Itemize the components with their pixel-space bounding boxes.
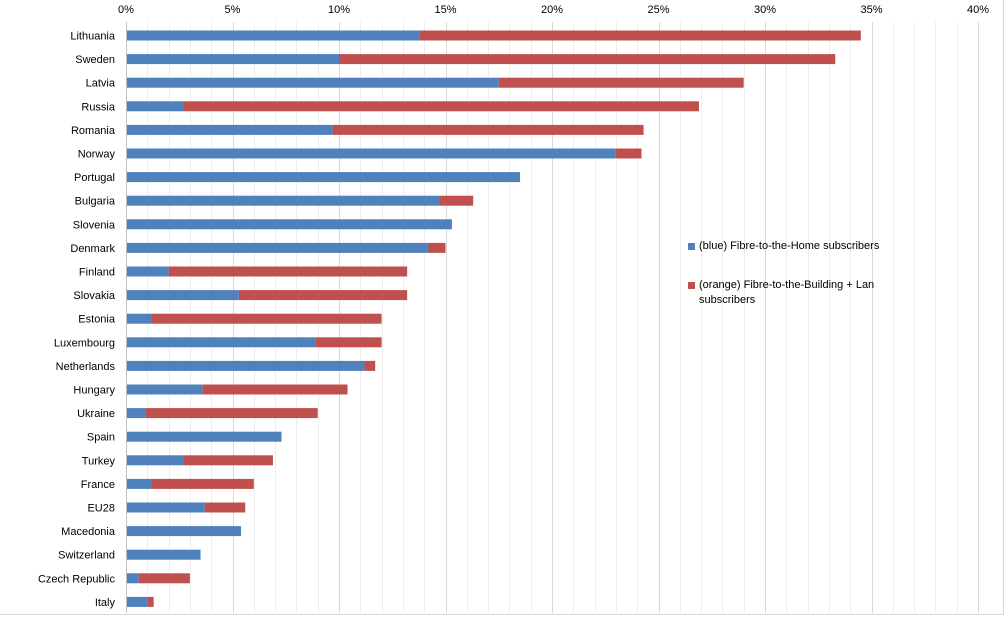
- bar-segment-fttb-ukraine: [145, 408, 318, 419]
- bar-segment-ftth-eu28: [126, 502, 205, 513]
- bar-segment-ftth-denmark: [126, 242, 429, 253]
- bar-segment-fttb-czech-republic: [138, 573, 190, 584]
- category-label: Bulgaria: [75, 196, 116, 208]
- legend-swatch-orange: [688, 282, 695, 289]
- category-label: Estonia: [78, 314, 116, 326]
- x-tick-label: 0%: [118, 4, 134, 16]
- bar-segment-ftth-sweden: [126, 54, 339, 65]
- category-label: Ukraine: [77, 408, 115, 420]
- bar-segment-ftth-portugal: [126, 172, 521, 183]
- category-label: Macedonia: [61, 526, 116, 538]
- category-label: Finland: [79, 267, 115, 279]
- bar-segment-ftth-macedonia: [126, 526, 242, 537]
- bar-segment-fttb-russia: [183, 101, 699, 112]
- legend-label-fibre-to-the-home: (blue) Fibre-to-the-Home subscribers: [699, 240, 880, 252]
- x-tick-label: 15%: [434, 4, 456, 16]
- bar-segment-ftth-slovakia: [126, 290, 239, 301]
- bar-segment-ftth-ukraine: [126, 408, 146, 419]
- bar-segment-fttb-slovakia: [238, 290, 408, 301]
- legend-label-fibre-to-the-building: (orange) Fibre-to-the-Building + Lan sub…: [699, 279, 875, 306]
- bar-segment-fttb-france: [151, 478, 254, 489]
- grid-lines: [147, 22, 979, 613]
- category-label: Romania: [71, 125, 116, 137]
- bar-segment-ftth-turkey: [126, 455, 184, 466]
- bar-segment-fttb-norway: [615, 148, 642, 159]
- bar-segment-ftth-bulgaria: [126, 195, 440, 206]
- bar-segment-fttb-eu28: [204, 502, 246, 513]
- category-label: EU28: [87, 503, 115, 515]
- x-tick-label: 40%: [967, 4, 989, 16]
- x-tick-label: 25%: [647, 4, 669, 16]
- bar-segment-ftth-italy: [126, 596, 148, 607]
- bar-segment-ftth-russia: [126, 101, 184, 112]
- category-label: Slovenia: [73, 219, 116, 231]
- x-tick-label: 30%: [754, 4, 776, 16]
- category-label: France: [81, 479, 115, 491]
- bar-segment-ftth-czech-republic: [126, 573, 139, 584]
- x-tick-label: 10%: [328, 4, 350, 16]
- category-label: Denmark: [70, 243, 115, 255]
- bar-segment-fttb-hungary: [202, 384, 348, 395]
- bar-segment-ftth-lithuania: [126, 30, 420, 41]
- bar-segment-ftth-spain: [126, 431, 282, 442]
- bar-segment-fttb-italy: [147, 596, 154, 607]
- category-label: Luxembourg: [54, 337, 115, 349]
- category-label: Slovakia: [73, 290, 115, 302]
- bar-segment-fttb-turkey: [183, 455, 273, 466]
- bar-segment-ftth-norway: [126, 148, 616, 159]
- bar-segment-ftth-switzerland: [126, 549, 201, 560]
- category-label: Italy: [95, 597, 116, 609]
- bar-segment-ftth-slovenia: [126, 219, 452, 230]
- bar-segment-fttb-romania: [332, 124, 644, 135]
- category-label: Hungary: [73, 385, 115, 397]
- bar-segment-ftth-finland: [126, 266, 169, 277]
- category-label: Spain: [87, 432, 115, 444]
- category-label: Czech Republic: [38, 573, 116, 585]
- bar-segment-fttb-luxembourg: [315, 337, 382, 348]
- category-label: Sweden: [75, 54, 115, 66]
- bars: [126, 30, 861, 607]
- legend-item-fibre-to-the-home: (blue) Fibre-to-the-Home subscribers: [688, 239, 918, 254]
- bar-segment-fttb-bulgaria: [439, 195, 474, 206]
- category-label: Russia: [81, 101, 116, 113]
- category-label: Lithuania: [70, 31, 116, 43]
- bar-segment-ftth-romania: [126, 124, 333, 135]
- bar-segment-fttb-finland: [168, 266, 408, 277]
- bar-segment-ftth-latvia: [126, 77, 499, 88]
- bar-segment-fttb-denmark: [428, 242, 446, 253]
- bar-segment-fttb-sweden: [339, 54, 836, 65]
- legend: (blue) Fibre-to-the-Home subscribers (or…: [688, 239, 918, 332]
- x-tick-label: 20%: [541, 4, 563, 16]
- bar-segment-ftth-netherlands: [126, 360, 365, 371]
- category-label: Switzerland: [58, 550, 115, 562]
- category-label: Portugal: [74, 172, 115, 184]
- x-tick-label: 35%: [860, 4, 882, 16]
- legend-item-fibre-to-the-building: (orange) Fibre-to-the-Building + Lan sub…: [688, 278, 918, 308]
- bar-segment-fttb-netherlands: [364, 360, 376, 371]
- category-label: Latvia: [86, 78, 116, 90]
- bar-segment-fttb-lithuania: [419, 30, 861, 41]
- bar-segment-ftth-hungary: [126, 384, 203, 395]
- category-label: Turkey: [82, 455, 116, 467]
- bar-segment-ftth-estonia: [126, 313, 152, 324]
- category-label: Netherlands: [56, 361, 116, 373]
- x-axis-tick-labels: 0% 5% 10% 15% 20% 25% 30% 35% 40%: [118, 4, 989, 16]
- legend-swatch-blue: [688, 243, 695, 250]
- bar-segment-ftth-france: [126, 478, 152, 489]
- y-axis-category-labels: Lithuania Sweden Latvia Russia Romania Norway…: [38, 31, 116, 609]
- bar-segment-fttb-latvia: [498, 77, 744, 88]
- category-label: Norway: [78, 149, 116, 161]
- bar-segment-ftth-luxembourg: [126, 337, 316, 348]
- bar-segment-fttb-estonia: [151, 313, 382, 324]
- x-tick-label: 5%: [225, 4, 241, 16]
